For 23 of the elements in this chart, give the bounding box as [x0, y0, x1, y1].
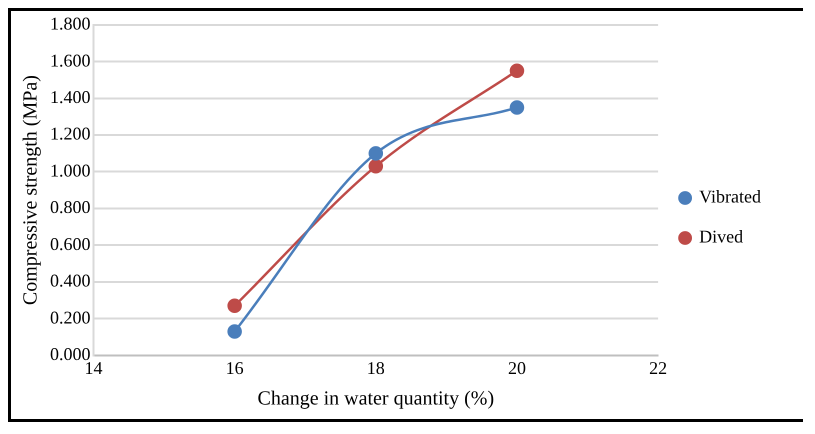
x-axis-title: Change in water quantity (%) [258, 387, 494, 410]
y-tick-label: 0.200 [50, 307, 90, 328]
y-tick-label: 1.400 [50, 87, 90, 107]
y-tick-label: 1.200 [50, 124, 90, 144]
y-tick-label: 1.000 [50, 160, 90, 180]
point [368, 158, 384, 174]
x-tick-label: 20 [508, 358, 526, 378]
y-axis-title: Compressive strength (MPa) [19, 75, 42, 306]
y-tick-label: 0.400 [50, 270, 90, 291]
x-tick-label: 16 [226, 358, 244, 378]
legend-label: Vibrated [699, 186, 762, 207]
point [510, 63, 524, 78]
y-tick-label: 0.800 [50, 197, 90, 218]
y-tick-label: 1.800 [50, 14, 90, 34]
point [227, 298, 242, 314]
x-tick-label: 22 [649, 358, 668, 378]
point [510, 100, 524, 115]
x-tick-label: 18 [366, 358, 385, 378]
point [227, 324, 242, 339]
legend-label: Dived [699, 226, 744, 247]
y-tick-label: 0.600 [50, 234, 90, 254]
y-tick-label: 1.600 [50, 50, 90, 70]
point [368, 146, 384, 161]
